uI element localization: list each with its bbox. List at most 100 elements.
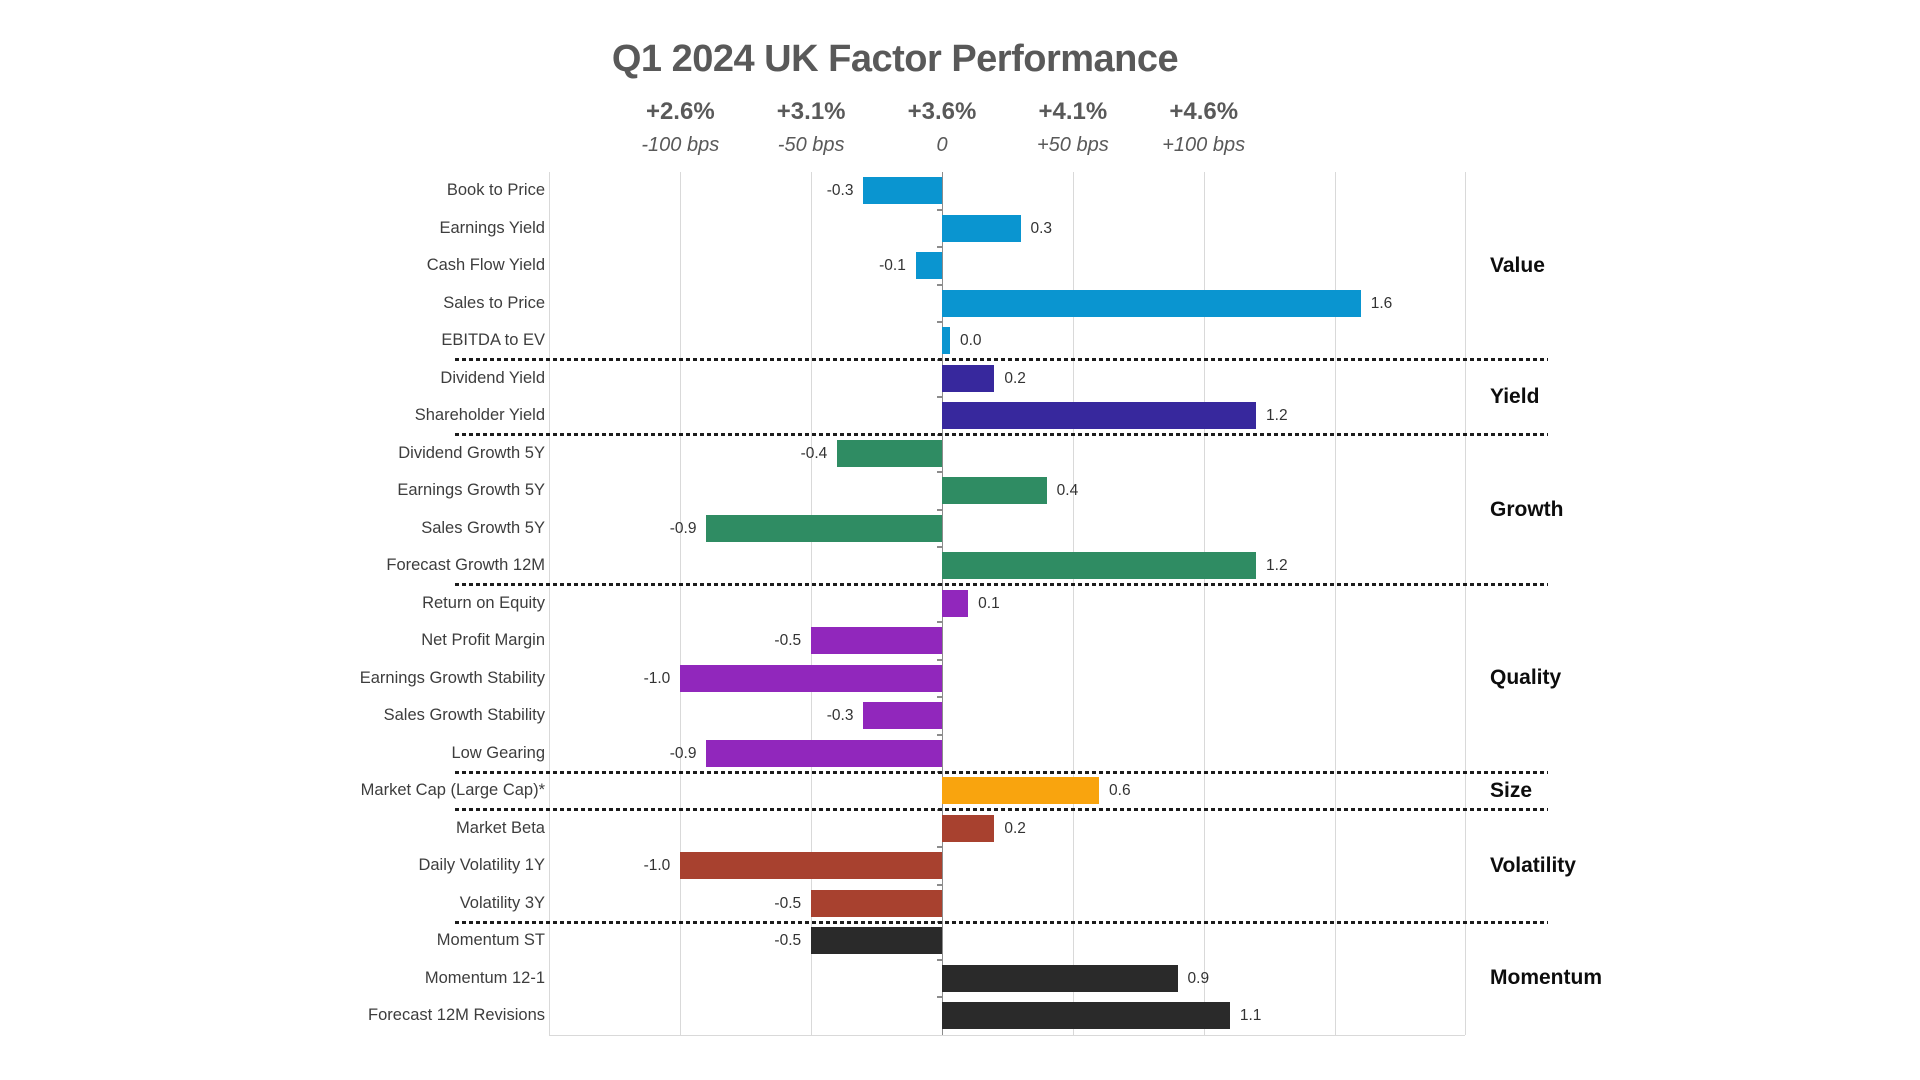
value-label-earnings-growth-stability: -1.0 <box>643 669 671 687</box>
bar-earnings-yield <box>942 214 1021 242</box>
category-label-momentum-12-1: Momentum 12-1 <box>424 968 545 987</box>
zero-axis-tick <box>937 396 943 398</box>
group-label-value: Value <box>1490 253 1545 277</box>
bar-earnings-growth-stability <box>680 664 942 692</box>
bar-shareholder-yield <box>942 402 1257 430</box>
bar-low-gearing <box>706 739 942 767</box>
group-label-growth: Growth <box>1490 497 1564 521</box>
value-label-sales-to-price: 1.6 <box>1370 294 1393 312</box>
bar-dividend-growth-5y <box>837 439 942 467</box>
value-label-return-on-equity: 0.1 <box>978 594 1000 612</box>
group-separator <box>455 583 1548 586</box>
axis-tick-pct-3: +4.1% <box>1038 98 1108 125</box>
bar-return-on-equity <box>942 589 969 617</box>
group-separator <box>455 921 1548 924</box>
bar-momentum-st <box>811 927 942 955</box>
bar-ebitda-to-ev <box>942 327 950 355</box>
bar-momentum-12-1 <box>942 964 1178 992</box>
category-label-sales-growth-stability: Sales Growth Stability <box>383 706 545 724</box>
group-separator <box>455 808 1548 811</box>
bar-cash-flow-yield <box>915 252 942 280</box>
category-label-earnings-yield: Earnings Yield <box>439 218 546 237</box>
value-label-market-beta: 0.2 <box>1004 819 1026 837</box>
value-label-net-profit-margin: -0.5 <box>774 632 802 649</box>
category-label-sales-to-price: Sales to Price <box>443 293 545 312</box>
axis-tick-bps-4: +100 bps <box>1162 134 1246 156</box>
axis-tick-bps-2: 0 <box>936 134 948 156</box>
category-label-volatility-3y: Volatility 3Y <box>459 893 545 912</box>
category-label-return-on-equity: Return on Equity <box>422 593 545 612</box>
category-label-ebitda-to-ev: EBITDA to EV <box>441 331 545 349</box>
zero-axis-tick <box>937 884 943 886</box>
zero-axis-tick <box>937 996 943 998</box>
value-label-earnings-yield: 0.3 <box>1030 219 1053 237</box>
zero-axis-tick <box>937 509 943 511</box>
value-label-dividend-yield: 0.2 <box>1004 369 1026 387</box>
axis-tick-pct-1: +3.1% <box>776 98 846 125</box>
zero-axis-tick <box>937 659 943 661</box>
zero-axis-tick <box>937 621 943 623</box>
value-label-momentum-12-1: 0.9 <box>1187 969 1210 987</box>
group-label-volatility: Volatility <box>1490 853 1576 877</box>
value-label-volatility-3y: -0.5 <box>774 894 802 912</box>
category-label-market-cap-large-cap: Market Cap (Large Cap)* <box>360 781 545 799</box>
category-label-cash-flow-yield: Cash Flow Yield <box>426 256 545 274</box>
value-label-market-cap-large-cap: 0.6 <box>1109 782 1131 799</box>
axis-tick-bps-1: -50 bps <box>777 134 845 156</box>
zero-axis-tick <box>937 734 943 736</box>
zero-axis-tick <box>937 546 943 548</box>
zero-axis-tick <box>937 959 943 961</box>
gridline <box>549 172 550 1035</box>
zero-axis-tick <box>937 471 943 473</box>
category-label-low-gearing: Low Gearing <box>451 743 545 762</box>
category-label-market-beta: Market Beta <box>456 818 545 837</box>
category-label-momentum-st: Momentum ST <box>436 931 545 949</box>
axis-tick-pct-0: +2.6% <box>645 98 715 125</box>
zero-axis-tick <box>937 246 943 248</box>
bar-sales-growth-5y <box>706 514 942 542</box>
gridline <box>1335 172 1336 1035</box>
category-label-net-profit-margin: Net Profit Margin <box>421 631 545 649</box>
chart-title: Q1 2024 UK Factor Performance <box>611 38 1179 80</box>
gridline <box>811 172 812 1035</box>
category-label-earnings-growth-stability: Earnings Growth Stability <box>359 668 545 687</box>
value-label-sales-growth-5y: -0.9 <box>669 519 697 537</box>
value-label-earnings-growth-5y: 0.4 <box>1056 482 1079 499</box>
bar-sales-growth-stability <box>863 702 942 730</box>
value-label-daily-volatility-1y: -1.0 <box>643 857 671 874</box>
axis-tick-pct-2: +3.6% <box>907 98 977 125</box>
group-label-quality: Quality <box>1490 666 1562 690</box>
value-label-sales-growth-stability: -0.3 <box>826 707 854 724</box>
zero-axis-tick <box>937 321 943 323</box>
zero-axis-tick <box>937 696 943 698</box>
bar-sales-to-price <box>942 289 1361 317</box>
group-label-size: Size <box>1490 778 1533 802</box>
gridline <box>1465 172 1466 1035</box>
value-label-forecast-12m-revisions: 1.1 <box>1239 1007 1262 1024</box>
category-label-forecast-growth-12m: Forecast Growth 12M <box>386 556 545 574</box>
axis-tick-bps-0: -100 bps <box>641 134 720 156</box>
value-label-cash-flow-yield: -0.1 <box>879 257 906 274</box>
bar-volatility-3y <box>811 889 942 917</box>
value-label-ebitda-to-ev: 0.0 <box>960 332 982 349</box>
category-label-dividend-yield: Dividend Yield <box>440 368 545 387</box>
axis-tick-pct-4: +4.6% <box>1169 98 1239 125</box>
bar-market-beta <box>942 814 995 842</box>
category-label-book-to-price: Book to Price <box>446 181 545 199</box>
category-label-daily-volatility-1y: Daily Volatility 1Y <box>418 856 545 874</box>
zero-axis-tick <box>937 846 943 848</box>
value-label-shareholder-yield: 1.2 <box>1266 407 1288 424</box>
value-label-low-gearing: -0.9 <box>669 744 697 762</box>
group-separator <box>455 358 1548 361</box>
bar-dividend-yield <box>942 364 995 392</box>
axis-tick-bps-3: +50 bps <box>1036 134 1109 156</box>
zero-axis-tick <box>937 284 943 286</box>
bar-forecast-growth-12m <box>942 552 1257 580</box>
bar-earnings-growth-5y <box>942 477 1047 505</box>
zero-axis-tick <box>937 209 943 211</box>
value-label-book-to-price: -0.3 <box>826 182 854 199</box>
category-label-shareholder-yield: Shareholder Yield <box>414 406 545 424</box>
group-separator <box>455 771 1548 774</box>
group-label-yield: Yield <box>1490 385 1540 408</box>
